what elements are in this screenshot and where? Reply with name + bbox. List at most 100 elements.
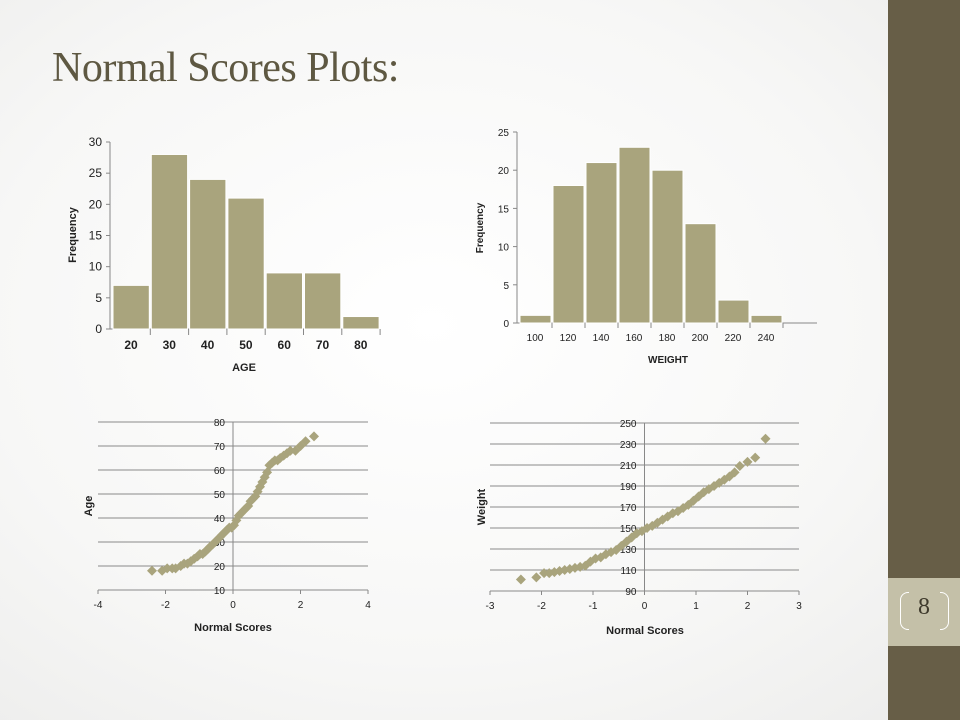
data-point (290, 445, 301, 456)
data-point (205, 541, 216, 552)
x-tick-label: 220 (725, 333, 742, 344)
data-point (734, 461, 745, 472)
y-tick-label: 10 (89, 260, 103, 274)
data-point (250, 491, 261, 502)
y-tick-label: 5 (95, 291, 102, 305)
data-point (631, 528, 642, 539)
data-point (515, 574, 526, 585)
histogram-bar (552, 184, 585, 324)
x-axis-title: Normal Scores (606, 625, 684, 637)
y-tick-label: 25 (498, 128, 510, 139)
y-tick-label: 150 (620, 524, 637, 535)
x-tick-label: 50 (239, 338, 253, 352)
x-tick-label: 2 (298, 600, 304, 611)
data-point (703, 484, 714, 495)
data-point (262, 467, 273, 478)
y-tick-label: 230 (620, 440, 637, 451)
y-tick-label: 50 (214, 490, 226, 501)
histogram-bar (585, 162, 618, 324)
x-tick-label: 60 (278, 338, 292, 352)
histogram-bar (651, 169, 684, 324)
data-point (182, 558, 193, 569)
data-point (580, 560, 591, 571)
data-point (157, 565, 168, 576)
y-tick-label: 130 (620, 545, 637, 556)
data-point (309, 431, 319, 442)
y-tick-label: 30 (214, 538, 226, 549)
y-tick-label: 190 (620, 482, 637, 493)
data-point (255, 481, 265, 492)
x-tick-label: 0 (642, 601, 648, 612)
x-tick-label: 160 (626, 333, 643, 344)
x-tick-label: -1 (589, 601, 598, 612)
x-tick-label: 140 (593, 333, 610, 344)
y-axis-title: Age (83, 496, 95, 517)
x-tick-label: 200 (692, 333, 709, 344)
x-tick-label: 0 (230, 600, 236, 611)
x-tick-label: 1 (693, 601, 699, 612)
slide-title: Normal Scores Plots: (52, 45, 399, 91)
data-point (683, 499, 694, 510)
histogram-bar (519, 314, 552, 324)
x-tick-label: 30 (163, 338, 177, 352)
y-tick-label: 70 (214, 442, 226, 453)
data-point (267, 457, 278, 468)
x-tick-label: -2 (161, 600, 170, 611)
data-point (657, 514, 668, 525)
x-tick-label: 40 (201, 338, 215, 352)
age-normal-scores-plot: 10 20 30 40 50 60 70 80 -4 -2 0 2 4 Normal Scores Age (83, 418, 371, 634)
y-tick-label: 10 (498, 243, 510, 254)
data-point (742, 456, 753, 467)
y-tick-label: 110 (621, 566, 637, 577)
histogram-bar (112, 284, 150, 330)
y-tick-label: 170 (620, 503, 637, 514)
histogram-bar (750, 314, 783, 324)
y-tick-label: 15 (89, 229, 103, 243)
page-number: 8 (918, 594, 930, 620)
y-tick-label: 60 (214, 466, 226, 477)
x-tick-label: 180 (659, 333, 676, 344)
data-point (147, 565, 157, 576)
data-point (667, 508, 678, 519)
weight-normal-scores-plot: 90 110 130 150 170 190 210 230 250 -3 -2 -1 0 1 2 3 Norm… (476, 419, 802, 637)
histogram-bar (684, 223, 717, 324)
histogram-bar (150, 153, 189, 330)
y-tick-label: 20 (89, 197, 103, 211)
data-point (750, 452, 761, 463)
data-point (642, 523, 653, 533)
histogram-bar (342, 316, 380, 330)
histogram-bar (189, 178, 227, 330)
histogram-bar (265, 272, 303, 330)
data-point (531, 572, 542, 583)
x-axis-title: WEIGHT (648, 355, 688, 366)
data-point (300, 436, 311, 447)
data-point (549, 567, 560, 578)
y-tick-label: 30 (89, 135, 103, 149)
data-point (616, 540, 627, 551)
y-tick-label: 80 (214, 418, 226, 429)
y-tick-label: 0 (95, 322, 102, 336)
x-tick-label: 2 (745, 601, 751, 612)
y-axis-title: Frequency (67, 206, 79, 263)
histogram-bar (304, 272, 342, 330)
y-axis-title: Weight (476, 488, 488, 525)
x-tick-label: 3 (796, 601, 802, 612)
y-tick-label: 90 (625, 587, 637, 598)
y-tick-label: 250 (620, 419, 637, 430)
data-point (585, 556, 596, 567)
data-point (678, 503, 689, 514)
age-histogram: 0 5 10 15 20 25 30 20 30 40 50 60 70 80 AGE Frequency (67, 135, 381, 374)
x-axis-title: AGE (232, 362, 256, 374)
data-point (285, 445, 296, 456)
histogram-bar (618, 146, 651, 324)
x-axis-title: Normal Scores (194, 622, 272, 634)
x-tick-label: 20 (124, 338, 138, 352)
weight-histogram: 0 5 10 15 20 25 100 120 140 160 180 200 220 240 WEIGHT… (475, 128, 817, 366)
y-tick-label: 5 (503, 281, 509, 292)
data-point (539, 568, 550, 579)
data-point (760, 433, 771, 444)
data-point (264, 460, 275, 471)
y-tick-label: 20 (498, 166, 510, 177)
histogram-bar (717, 299, 750, 324)
x-tick-label: 70 (316, 338, 330, 352)
